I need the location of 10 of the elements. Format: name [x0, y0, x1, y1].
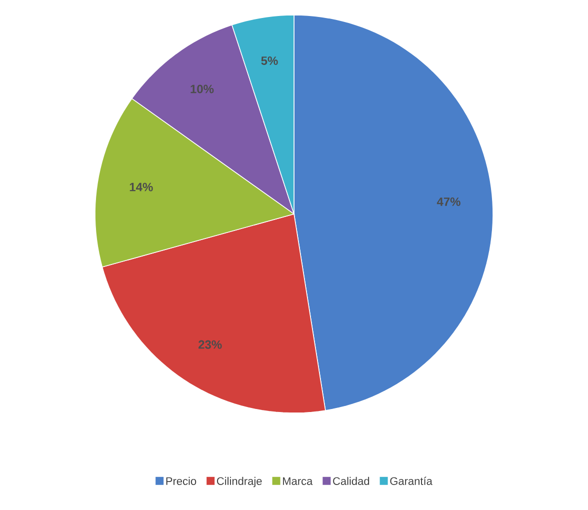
data-label: 10%: [190, 84, 214, 94]
legend-label: Calidad: [333, 476, 370, 486]
data-label: 14%: [130, 182, 153, 192]
legend-label: Marca: [283, 477, 313, 486]
data-label: 23%: [198, 340, 222, 349]
data-label: 5%: [261, 56, 278, 65]
legend-label: Garantía: [390, 476, 432, 486]
legend-label: Cilindraje: [216, 476, 262, 488]
legend-label: Precio: [166, 476, 196, 486]
data-label: 47%: [436, 197, 460, 206]
